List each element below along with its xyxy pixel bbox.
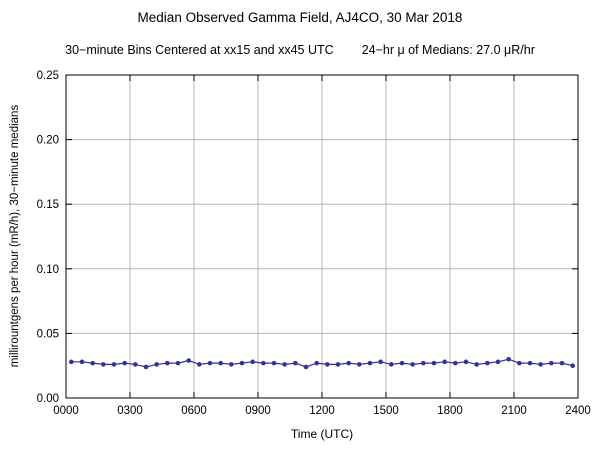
svg-text:0.00: 0.00 — [37, 393, 59, 405]
svg-text:1800: 1800 — [437, 405, 463, 417]
svg-text:0.25: 0.25 — [37, 70, 59, 82]
svg-text:0000: 0000 — [53, 405, 79, 417]
x-axis-label: Time (UTC) — [290, 427, 354, 441]
chart-title: Median Observed Gamma Field, AJ4CO, 30 M… — [137, 10, 463, 25]
tick-labels: 0000 0300 0600 0900 1200 1500 1800 2100 2400 0.00… — [37, 70, 591, 417]
svg-text:0.05: 0.05 — [37, 328, 59, 340]
svg-text:0900: 0900 — [245, 405, 271, 417]
chart-subtitle: 30−minute Bins Centered at xx15 and xx45… — [0, 43, 600, 57]
svg-text:1500: 1500 — [373, 405, 399, 417]
svg-text:1200: 1200 — [309, 405, 335, 417]
svg-text:0.20: 0.20 — [37, 135, 59, 147]
plot-border — [65, 74, 579, 399]
svg-text:2100: 2100 — [501, 405, 527, 417]
grid-layer — [66, 75, 578, 398]
svg-text:0.10: 0.10 — [37, 264, 59, 276]
svg-text:0600: 0600 — [181, 405, 207, 417]
data-points — [69, 356, 575, 370]
mean-note: 24−hr μ of Medians: 27.0 μR/hr — [361, 43, 535, 57]
svg-text:0.15: 0.15 — [37, 199, 59, 211]
y-axis-label: millirountgens per hour (mR/h), 30−minut… — [9, 104, 21, 368]
svg-text:2400: 2400 — [565, 405, 591, 417]
svg-text:0300: 0300 — [117, 405, 143, 417]
bins-note: 30−minute Bins Centered at xx15 and xx45… — [65, 43, 334, 57]
